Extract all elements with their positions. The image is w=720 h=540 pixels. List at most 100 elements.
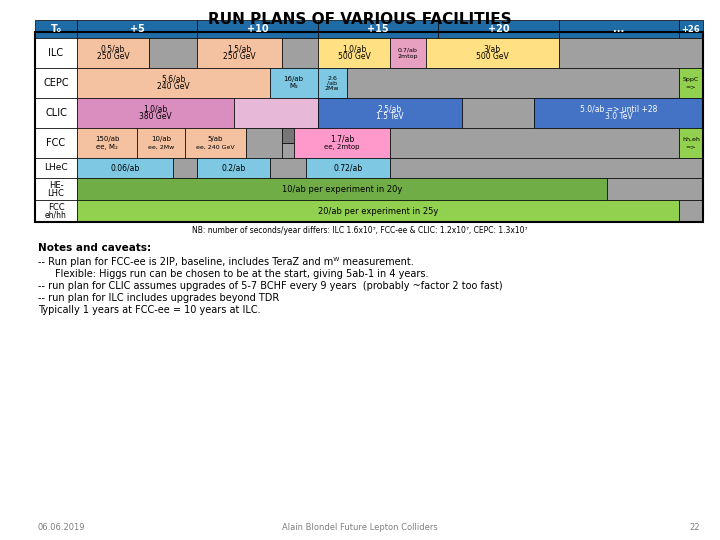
Bar [35, 32, 703, 222]
Bar [559, 20, 679, 38]
Text: T₀: T₀ [50, 24, 61, 34]
Bar [679, 128, 703, 158]
Text: RUN PLANS OF VARIOUS FACILITIES: RUN PLANS OF VARIOUS FACILITIES [208, 12, 512, 27]
Bar [77, 20, 197, 38]
Text: FCC: FCC [46, 138, 66, 148]
Text: =>: => [685, 145, 696, 150]
Bar [77, 98, 233, 128]
Bar [346, 68, 679, 98]
Text: 10/ab per experiment in 20y: 10/ab per experiment in 20y [282, 185, 402, 193]
Text: 240 GeV: 240 GeV [157, 82, 189, 91]
Bar [390, 158, 703, 178]
Text: 150/ab: 150/ab [95, 136, 120, 142]
Bar [35, 178, 77, 200]
Bar [390, 128, 679, 158]
Text: SppC: SppC [683, 77, 699, 82]
Bar [77, 158, 174, 178]
Text: LHC: LHC [48, 188, 64, 198]
Bar [246, 128, 282, 158]
Text: ...: ... [613, 24, 624, 34]
Bar [679, 20, 703, 38]
Text: 5.0/ab => until +28: 5.0/ab => until +28 [580, 105, 657, 114]
Text: FCC: FCC [48, 202, 64, 212]
Text: 2Mw: 2Mw [325, 85, 339, 91]
Text: +5: +5 [130, 24, 145, 34]
Text: 500 GeV: 500 GeV [476, 52, 509, 61]
Bar [149, 38, 197, 68]
Text: 250 GeV: 250 GeV [223, 52, 256, 61]
Text: eh/hh: eh/hh [45, 211, 67, 219]
Text: 1.5 TeV: 1.5 TeV [376, 112, 404, 121]
Text: HE-: HE- [49, 180, 63, 190]
Text: NB: number of seconds/year differs: ILC 1.6x10⁷, FCC-ee & CLIC: 1.2x10⁷, CEPC: 1: NB: number of seconds/year differs: ILC … [192, 226, 528, 235]
Bar [197, 20, 318, 38]
Bar [197, 38, 282, 68]
Text: ILC: ILC [48, 48, 63, 58]
Text: ee, 2Mw: ee, 2Mw [148, 145, 174, 150]
Bar [607, 178, 703, 200]
Text: +20: +20 [487, 24, 509, 34]
Text: 16/ab: 16/ab [284, 77, 304, 83]
Bar [35, 158, 77, 178]
Text: 1.7/ab: 1.7/ab [330, 134, 354, 144]
Text: M₂: M₂ [289, 84, 298, 90]
Text: +10: +10 [247, 24, 269, 34]
Text: -- run plan for ILC includes upgrades beyond TDR: -- run plan for ILC includes upgrades be… [38, 293, 279, 303]
Text: ee, 2mtop: ee, 2mtop [324, 144, 359, 150]
Text: CLIC: CLIC [45, 108, 67, 118]
Text: 380 GeV: 380 GeV [139, 112, 171, 121]
Text: /ab: /ab [327, 80, 337, 85]
Bar [174, 158, 197, 178]
Bar [318, 20, 438, 38]
Bar [282, 143, 294, 158]
Text: ee, M₂: ee, M₂ [96, 144, 118, 150]
Text: 0.06/ab: 0.06/ab [111, 164, 140, 172]
Text: Flexible: Higgs run can be chosen to be at the start, giving 5ab-1 in 4 years.: Flexible: Higgs run can be chosen to be … [55, 269, 428, 279]
Bar [35, 128, 77, 158]
Bar [282, 128, 294, 143]
Text: 2.5/ab: 2.5/ab [378, 105, 402, 114]
Bar [77, 68, 269, 98]
Bar [294, 128, 390, 158]
Bar [77, 128, 138, 158]
Text: CEPC: CEPC [43, 78, 69, 88]
Bar [233, 98, 318, 128]
Bar [534, 98, 703, 128]
Bar [77, 200, 679, 222]
Text: 3/ab: 3/ab [484, 45, 501, 54]
Text: 250 GeV: 250 GeV [96, 52, 130, 61]
Bar [35, 200, 77, 222]
Bar [318, 38, 390, 68]
Text: Notes and caveats:: Notes and caveats: [38, 243, 151, 253]
Text: 5/ab: 5/ab [208, 136, 223, 142]
Text: 5.6/ab: 5.6/ab [161, 75, 186, 84]
Bar [306, 158, 390, 178]
Bar [559, 38, 703, 68]
Text: 3.0 TeV: 3.0 TeV [605, 112, 633, 121]
Bar [35, 38, 77, 68]
Text: Alain Blondel Future Lepton Colliders: Alain Blondel Future Lepton Colliders [282, 523, 438, 532]
Text: 1.0/ab: 1.0/ab [342, 45, 366, 54]
Bar [269, 68, 318, 98]
Bar [679, 200, 703, 222]
Bar [269, 158, 306, 178]
Bar [35, 98, 77, 128]
Text: Typically 1 years at FCC-ee = 10 years at ILC.: Typically 1 years at FCC-ee = 10 years a… [38, 305, 261, 315]
Text: 2mtop: 2mtop [398, 54, 418, 59]
Text: 0.2/ab: 0.2/ab [221, 164, 246, 172]
Text: hh,eh: hh,eh [682, 137, 700, 141]
Text: 2.6: 2.6 [328, 76, 337, 80]
Text: 1.0/ab: 1.0/ab [143, 105, 167, 114]
Bar [282, 38, 318, 68]
Text: 06.06.2019: 06.06.2019 [38, 523, 86, 532]
Bar [197, 158, 269, 178]
Bar [138, 128, 185, 158]
Text: 0.7/ab: 0.7/ab [398, 47, 418, 52]
Text: +26: +26 [682, 24, 701, 33]
Bar [462, 98, 534, 128]
Text: -- run plan for CLIC assumes upgrades of 5-7 BCHF every 9 years  (probably ~fact: -- run plan for CLIC assumes upgrades of… [38, 281, 503, 291]
Text: =>: => [685, 84, 696, 89]
Text: 0.5/ab: 0.5/ab [101, 45, 125, 54]
Bar [390, 38, 426, 68]
Bar [77, 178, 607, 200]
